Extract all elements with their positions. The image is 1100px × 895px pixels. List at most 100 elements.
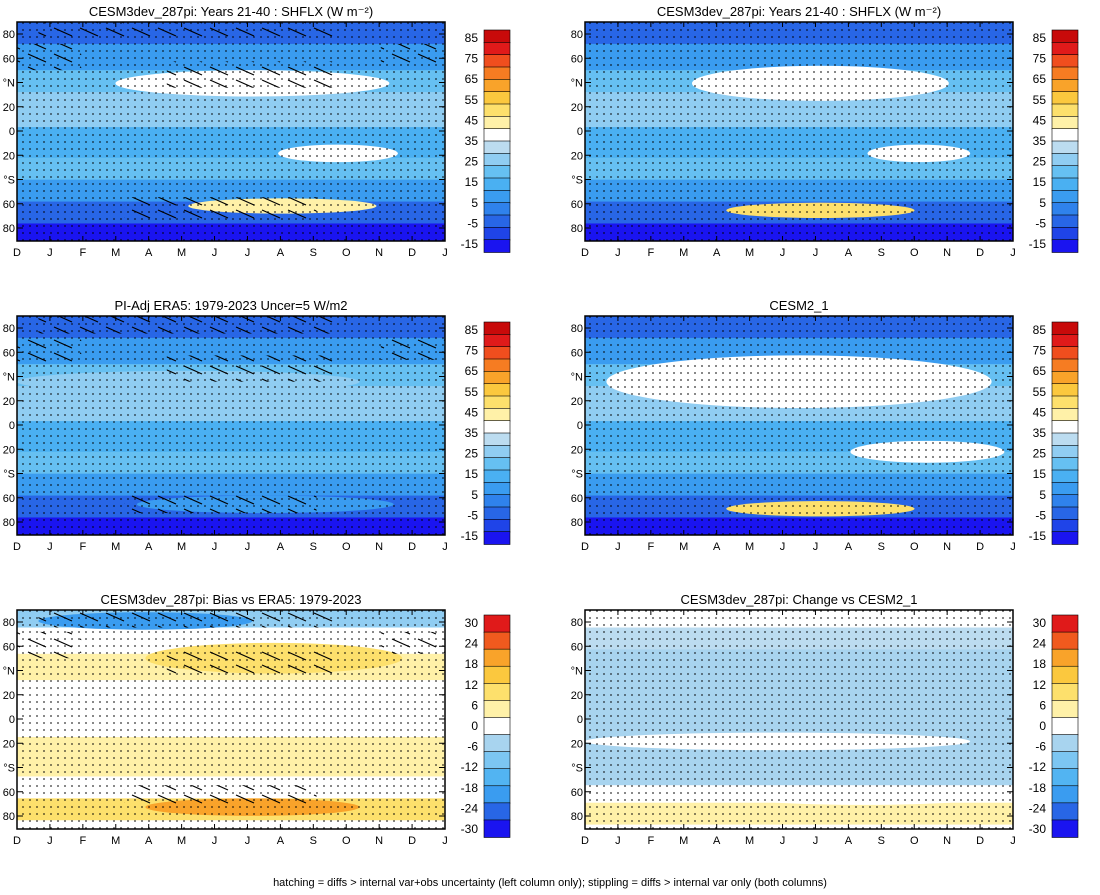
heatmap-field <box>17 316 445 535</box>
colorbar-label: -15 <box>1029 237 1047 251</box>
x-tick-label: D <box>13 835 21 847</box>
x-tick-label: D <box>976 247 984 259</box>
y-tick-label: °S <box>571 763 583 775</box>
heatmap-field <box>585 316 1013 535</box>
colorbar-label: -15 <box>461 529 479 543</box>
x-tick-label: S <box>310 247 317 259</box>
x-tick-label: F <box>647 247 654 259</box>
colorbar-swatch <box>483 346 511 360</box>
colorbar-label: 25 <box>1033 447 1047 461</box>
colorbar-swatch <box>1051 445 1079 459</box>
colorbar-swatch <box>483 91 511 105</box>
x-tick-label: A <box>845 541 853 553</box>
colorbar-label: -5 <box>1035 216 1046 230</box>
y-tick-label: 20 <box>571 150 583 162</box>
colorbar-swatch <box>1051 819 1079 838</box>
y-tick-label: 80 <box>3 617 15 629</box>
colorbar-swatch <box>483 469 511 484</box>
colorbar-label: 15 <box>465 467 479 481</box>
colorbar-label: 45 <box>1033 113 1047 127</box>
x-tick-label: S <box>310 835 317 847</box>
x-tick-label: D <box>13 247 21 259</box>
y-tick-label: °S <box>571 175 583 187</box>
x-tick-label: M <box>111 835 120 847</box>
colorbar-swatch <box>1051 432 1079 447</box>
colorbar-label: -24 <box>461 801 479 815</box>
x-tick-label: M <box>111 247 120 259</box>
colorbar-swatch <box>483 665 511 685</box>
heatmap-field <box>585 22 1013 241</box>
colorbar-swatch <box>483 717 511 736</box>
x-tick-label: S <box>310 541 317 553</box>
y-tick-label: 80 <box>571 323 583 335</box>
footer-note: hatching = diffs > internal var+obs unce… <box>273 877 827 889</box>
colorbar-swatch <box>1051 734 1079 753</box>
x-tick-label: N <box>943 541 951 553</box>
x-tick-label: J <box>47 541 53 553</box>
hatching-overlay <box>38 610 339 628</box>
colorbar-label: 45 <box>465 405 479 419</box>
x-tick-label: M <box>679 541 688 553</box>
x-tick-label: A <box>277 541 285 553</box>
y-tick-label: 20 <box>3 690 15 702</box>
y-tick-label: 80 <box>571 29 583 41</box>
x-tick-label: J <box>47 835 53 847</box>
stippling-overlay <box>585 22 1013 241</box>
x-tick-label: J <box>442 247 448 259</box>
x-tick-label: N <box>943 247 951 259</box>
colorbar-swatch <box>483 66 511 81</box>
y-tick-label: °N <box>3 78 15 90</box>
y-tick-label: °S <box>571 469 583 481</box>
colorbar-swatch <box>1051 395 1079 410</box>
colorbar-swatch <box>1051 91 1079 105</box>
x-tick-label: J <box>615 835 621 847</box>
x-tick-label: D <box>408 835 416 847</box>
colorbar-swatch <box>1051 494 1079 508</box>
colorbar-swatch <box>1051 802 1079 821</box>
y-tick-label: 80 <box>571 617 583 629</box>
colorbar-swatch <box>483 734 511 753</box>
hatching-overlay <box>17 43 82 71</box>
x-tick-label: J <box>813 541 819 553</box>
y-tick-label: 20 <box>3 738 15 750</box>
y-tick-label: 20 <box>3 102 15 114</box>
y-tick-label: 0 <box>9 714 15 726</box>
colorbar-swatch <box>483 751 511 770</box>
x-tick-label: F <box>647 541 654 553</box>
colorbar-swatch <box>483 631 511 650</box>
x-tick-label: J <box>245 541 251 553</box>
colorbar-label: -30 <box>1029 822 1047 836</box>
y-tick-label: 20 <box>571 396 583 408</box>
y-tick-label: 20 <box>3 444 15 456</box>
colorbar-label: 85 <box>1033 323 1047 337</box>
hatching-overlay <box>124 785 317 808</box>
colorbar: 85 75 65 55 45 35 25 15 5 -5 -15 <box>1029 29 1079 253</box>
colorbar-swatch <box>1051 128 1079 142</box>
colorbar-swatch <box>1051 66 1079 81</box>
y-tick-label: 0 <box>9 126 15 138</box>
x-tick-label: O <box>342 247 351 259</box>
x-tick-label: M <box>177 247 186 259</box>
colorbar-swatch <box>483 165 511 179</box>
y-tick-label: 60 <box>3 347 15 359</box>
colorbar-swatch <box>1051 614 1079 633</box>
panel-title: PI-Adj ERA5: 1979-2023 Uncer=5 W/m2 <box>114 298 347 313</box>
x-tick-label: J <box>780 835 786 847</box>
colorbar-label: -15 <box>1029 529 1047 543</box>
colorbar-swatch <box>483 177 511 192</box>
hatching-overlay <box>38 316 339 334</box>
x-tick-label: O <box>910 835 919 847</box>
y-tick-label: 80 <box>3 323 15 335</box>
colorbar-swatch <box>483 768 511 787</box>
colorbar-swatch <box>483 227 511 241</box>
colorbar-swatch <box>483 42 511 56</box>
colorbar-label: -5 <box>1035 508 1046 522</box>
colorbar-swatch <box>1051 631 1079 650</box>
colorbar-label: 30 <box>1033 616 1047 630</box>
x-tick-label: J <box>813 835 819 847</box>
colorbar-swatch <box>1051 717 1079 736</box>
x-tick-label: A <box>145 541 153 553</box>
hatching-overlay <box>380 631 445 654</box>
x-tick-label: J <box>780 541 786 553</box>
x-tick-label: M <box>679 247 688 259</box>
